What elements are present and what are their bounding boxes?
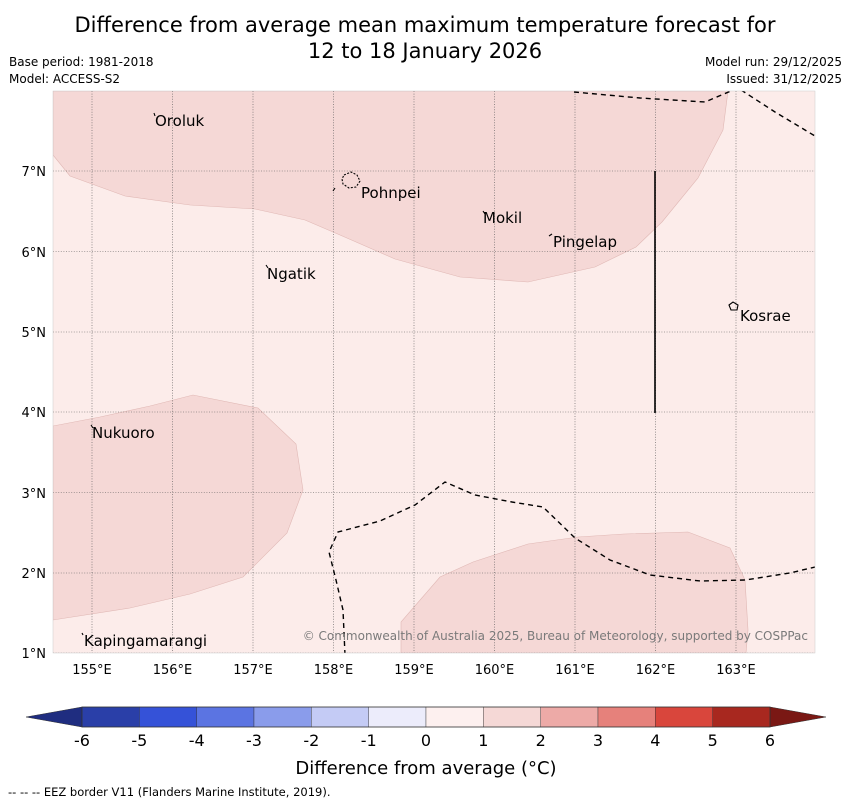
place-kosrae: Kosrae [740, 307, 791, 325]
lon-label: 159°E [394, 663, 434, 678]
anomaly-region-south [400, 531, 749, 653]
lon-label: 156°E [153, 663, 193, 678]
colorbar-label: -4 [189, 731, 205, 750]
colorbar-label: -6 [74, 731, 90, 750]
lat-label: 7°N [22, 165, 47, 180]
lon-label: 163°E [716, 663, 756, 678]
colorbar-label: 2 [536, 731, 546, 750]
colorbar-segment [81, 706, 140, 728]
colorbar-label: 0 [421, 731, 431, 750]
eez-borders [328, 91, 815, 653]
colorbar-segment [139, 706, 197, 728]
place-ngatik: Ngatik [267, 265, 316, 283]
latitude-axis: 7°N 6°N 5°N 4°N 3°N 2°N 1°N [22, 165, 47, 662]
colorbar-label: 5 [708, 731, 718, 750]
lat-label: 6°N [22, 246, 47, 261]
kosrae-island-shape [728, 301, 739, 311]
map-title: Difference from average mean maximum tem… [0, 12, 850, 64]
colorbar-segment [712, 706, 771, 728]
lat-label: 1°N [22, 647, 47, 662]
colorbar-segment [483, 706, 541, 728]
place-pohnpei: Pohnpei [361, 184, 421, 202]
colorbar-segment [540, 706, 599, 728]
colorbar-label: -3 [246, 731, 262, 750]
place-kapingamarangi: Kapingamarangi [84, 632, 207, 650]
lon-label: 158°E [314, 663, 354, 678]
lat-label: 3°N [22, 487, 47, 502]
longitude-axis: 155°E 156°E 157°E 158°E 159°E 160°E 161°… [72, 663, 756, 678]
colorbar: -6 -5 -4 -3 -2 -1 0 1 2 3 4 5 6 Differen… [25, 706, 827, 779]
place-oroluk: Oroluk [155, 112, 204, 130]
colorbar-segment [425, 706, 484, 728]
map-frame [52, 90, 816, 654]
colorbar-label: -5 [131, 731, 147, 750]
title-line-1: Difference from average mean maximum tem… [74, 13, 776, 37]
colorbar-segment [196, 706, 255, 728]
colorbar-segment [253, 706, 312, 728]
colorbar-label: -1 [361, 731, 377, 750]
model-info: Base period: 1981-2018 Model: ACCESS-S2 [9, 54, 154, 88]
lon-label: 157°E [233, 663, 273, 678]
colorbar-label: 4 [650, 731, 660, 750]
lat-label: 2°N [22, 567, 47, 582]
pohnpei-island-shape [341, 171, 361, 189]
place-nukuoro: Nukuoro [92, 424, 155, 442]
anomaly-region-north [53, 91, 729, 283]
lon-label: 161°E [555, 663, 595, 678]
colorbar-label: -2 [303, 731, 319, 750]
lon-label: 160°E [475, 663, 515, 678]
lat-label: 4°N [22, 406, 47, 421]
place-pingelap: Pingelap [553, 233, 617, 251]
model-run: Model run: 29/12/2025 [704, 55, 842, 69]
eez-legend-footer: -- -- -- EEZ border V11 (Flanders Marine… [8, 785, 331, 799]
title-line-2: 12 to 18 January 2026 [307, 39, 543, 63]
colorbar-frame [81, 706, 771, 728]
colorbar-segment [597, 706, 656, 728]
colorbar-label: 3 [593, 731, 603, 750]
copyright-notice: © Commonwealth of Australia 2025, Bureau… [303, 629, 808, 643]
colorbar-label: 1 [478, 731, 488, 750]
lon-label: 162°E [636, 663, 676, 678]
colorbar-segment [655, 706, 713, 728]
lat-label: 5°N [22, 326, 47, 341]
colorbar-segment [311, 706, 369, 728]
model-name: Model: ACCESS-S2 [9, 72, 121, 86]
colorbar-low-extension [25, 706, 83, 728]
colorbar-high-extension [769, 706, 827, 728]
islands [81, 112, 739, 636]
colorbar-title: Difference from average (°C) [295, 758, 556, 779]
place-mokil: Mokil [483, 209, 522, 227]
lon-label: 155°E [72, 663, 112, 678]
issued-date: Issued: 31/12/2025 [726, 72, 842, 86]
colorbar-segment [368, 706, 427, 728]
base-period: Base period: 1981-2018 [9, 55, 154, 69]
anomaly-region-west [53, 394, 304, 621]
run-info: Model run: 29/12/2025 Issued: 31/12/2025 [705, 54, 842, 88]
colorbar-label: 6 [765, 731, 775, 750]
